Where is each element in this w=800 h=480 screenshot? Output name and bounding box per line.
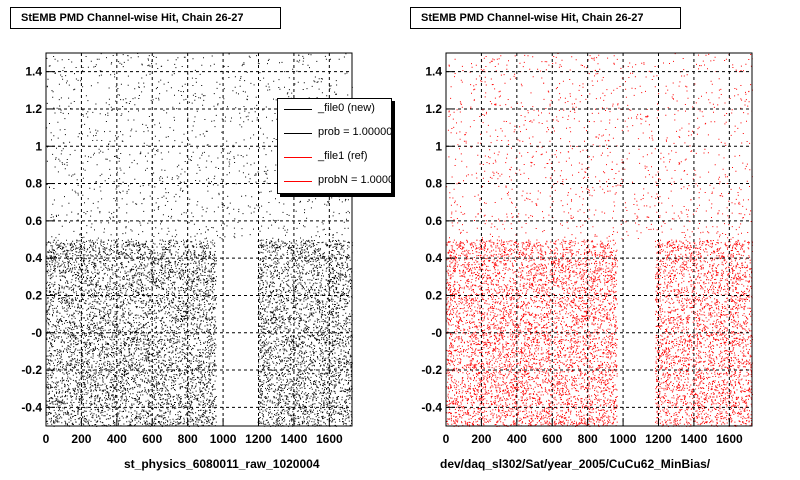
y-tick-label: 1 [35, 139, 42, 153]
right-chart-title: StEMB PMD Channel-wise Hit, Chain 26-27 [410, 7, 681, 29]
legend-entry-prob: prob = 1.000000 [278, 123, 392, 143]
x-tick-label: 800 [178, 432, 198, 446]
x-tick-label: 400 [507, 432, 527, 446]
x-tick-label: 0 [443, 432, 450, 446]
y-tick-label: 0.2 [25, 288, 42, 302]
y-tick-label: 1.4 [25, 65, 42, 79]
x-tick-label: 1000 [610, 432, 637, 446]
y-tick-label: 0.4 [425, 251, 442, 265]
y-tick-label: 0.2 [425, 288, 442, 302]
legend-label: probN = 1.000000 [318, 174, 391, 186]
x-tick-label: 1200 [645, 432, 672, 446]
y-tick-label: 0.8 [425, 177, 442, 191]
plot-frame [45, 52, 353, 427]
y-tick-label: 0.6 [425, 214, 442, 228]
right-chart-x-label: dev/daq_sl302/Sat/year_2005/CuCu62_MinBi… [440, 457, 711, 471]
x-tick-label: 1400 [281, 432, 308, 446]
x-tick-label: 1200 [245, 432, 272, 446]
y-tick-label: 1.4 [425, 65, 442, 79]
y-tick-label: 1.2 [25, 102, 42, 116]
legend-swatch [284, 157, 312, 158]
y-tick-label: -0.4 [21, 400, 42, 414]
x-tick-label: 0 [43, 432, 50, 446]
x-tick-label: 1000 [210, 432, 237, 446]
x-tick-label: 1600 [316, 432, 343, 446]
x-tick-label: 200 [71, 432, 91, 446]
y-tick-label: -0.2 [21, 363, 42, 377]
x-tick-label: 200 [471, 432, 491, 446]
y-tick-label: -0.2 [421, 363, 442, 377]
y-tick-label: 1.2 [425, 102, 442, 116]
right-chart: 0 200 400 600 800 1000 1200 1400 1600 -0.4 -0.2 -0 0… [421, 52, 753, 446]
x-tick-label: 600 [142, 432, 162, 446]
left-chart-title: StEMB PMD Channel-wise Hit, Chain 26-27 [10, 7, 281, 29]
legend-entry-probN: probN = 1.000000 [278, 171, 391, 191]
legend-entry-file1: _file1 (ref) [278, 147, 391, 167]
scatter-points [46, 53, 353, 427]
legend-swatch [284, 133, 312, 134]
legend-swatch [284, 181, 312, 182]
legend: _file0 (new) prob = 1.000000 _file1 (ref… [277, 98, 392, 194]
x-tick-label: 1600 [716, 432, 743, 446]
legend-entry-file0: _file0 (new) [278, 99, 391, 119]
plot-frame [445, 52, 753, 427]
y-tick-label: 0.6 [25, 214, 42, 228]
y-tick-label: -0 [431, 326, 442, 340]
x-tick-label: 800 [578, 432, 598, 446]
y-tick-label: -0 [31, 326, 42, 340]
legend-label: prob = 1.000000 [318, 126, 392, 138]
legend-label: _file0 (new) [318, 102, 375, 114]
legend-label: _file1 (ref) [318, 150, 368, 162]
y-tick-label: 0.8 [25, 177, 42, 191]
y-tick-label: 0.4 [25, 251, 42, 265]
legend-swatch [284, 109, 312, 110]
x-tick-label: 1400 [681, 432, 708, 446]
y-tick-label: 1 [435, 139, 442, 153]
x-tick-label: 400 [107, 432, 127, 446]
left-chart-x-label: st_physics_6080011_raw_1020004 [124, 457, 320, 471]
x-tick-label: 600 [542, 432, 562, 446]
y-tick-label: -0.4 [421, 400, 442, 414]
scatter-points [446, 53, 753, 427]
